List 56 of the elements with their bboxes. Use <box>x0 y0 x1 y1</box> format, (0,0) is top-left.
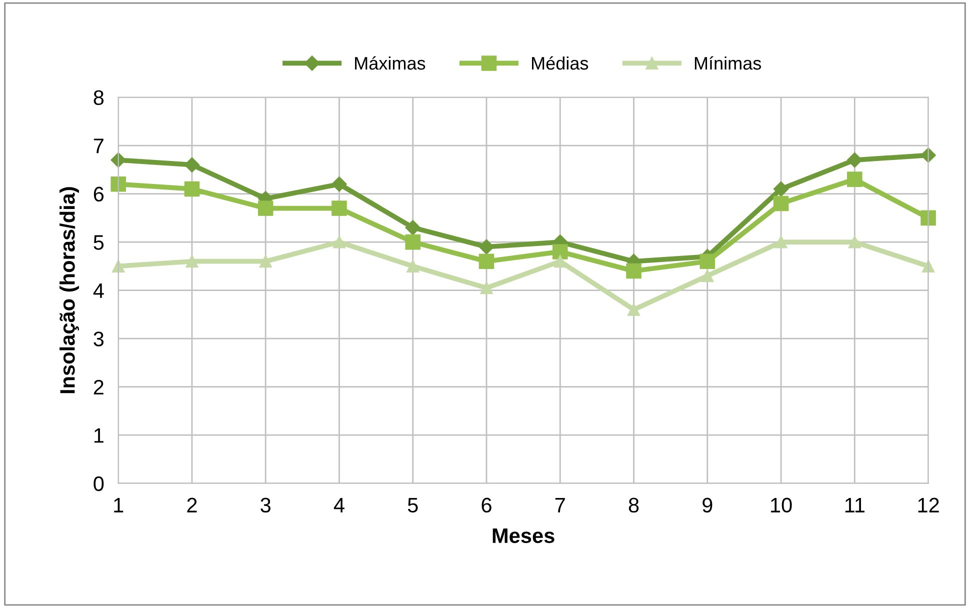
y-tick-label: 3 <box>94 332 104 346</box>
x-tick-label: 3 <box>260 498 270 513</box>
point <box>701 270 714 282</box>
point <box>626 263 642 279</box>
y-axis-title: Insolação (horas/dia) <box>60 187 79 394</box>
point <box>478 239 494 254</box>
point <box>848 236 861 248</box>
point <box>258 200 274 216</box>
y-tick-label: 5 <box>94 235 104 250</box>
point <box>773 196 789 212</box>
point <box>259 255 272 268</box>
x-tick-label: 6 <box>482 498 492 513</box>
point <box>110 152 126 168</box>
point <box>405 234 421 250</box>
point <box>552 244 568 260</box>
y-tick-label: 7 <box>94 138 104 154</box>
y-tick-label: 1 <box>94 428 104 443</box>
point <box>184 157 200 172</box>
point <box>774 236 788 248</box>
x-tick-label: 12 <box>918 498 939 512</box>
point <box>847 152 862 168</box>
point <box>112 260 125 272</box>
point <box>920 210 936 226</box>
point <box>406 260 420 272</box>
point <box>554 255 566 268</box>
y-tick-label: 8 <box>94 90 104 106</box>
point <box>332 200 347 216</box>
point <box>478 254 494 270</box>
x-axis-title: Meses <box>492 528 554 544</box>
legend-label: Mínimas <box>694 56 762 70</box>
point <box>405 220 420 236</box>
x-tick-label: 9 <box>702 498 712 513</box>
x-tick-label: 10 <box>771 498 792 513</box>
point <box>628 303 640 316</box>
point <box>184 181 200 197</box>
y-tick-label: 6 <box>94 186 104 202</box>
x-tick-label: 2 <box>187 498 197 512</box>
point <box>332 176 347 192</box>
point <box>847 172 862 187</box>
point <box>700 254 716 270</box>
x-tick-label: 8 <box>628 498 639 513</box>
y-tick-label: 2 <box>94 380 104 394</box>
y-tick-label: 4 <box>93 284 104 298</box>
x-tick-label: 5 <box>408 498 418 513</box>
point <box>480 282 493 294</box>
point <box>186 255 198 268</box>
point <box>332 236 346 248</box>
x-tick-label: 4 <box>334 498 344 512</box>
point <box>773 181 789 197</box>
x-tick-label: 11 <box>845 498 864 512</box>
y-tick-label: 0 <box>94 476 104 492</box>
x-tick-label: 7 <box>555 498 565 512</box>
legend-label: Médias <box>532 56 588 70</box>
x-tick-label: 1 <box>114 498 124 512</box>
point <box>110 176 126 192</box>
legend-label: Máximas <box>355 56 426 70</box>
